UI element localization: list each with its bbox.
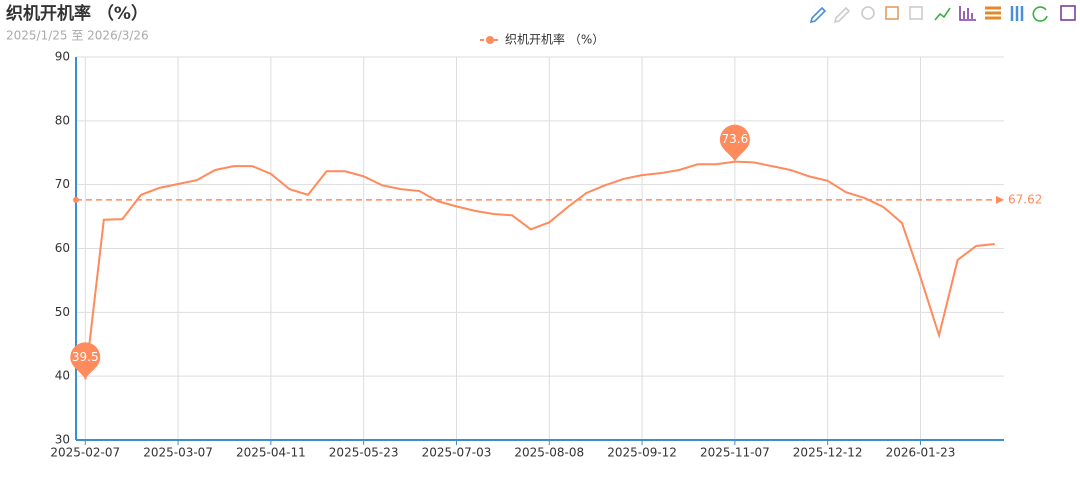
tool-brush[interactable] xyxy=(861,6,875,20)
tool-restore[interactable] xyxy=(1032,6,1048,22)
x-tick-label: 2025-09-12 xyxy=(607,446,677,460)
mark-point-label: 73.6 xyxy=(722,132,749,146)
y-tick-label: 50 xyxy=(55,305,70,319)
y-tick-label: 40 xyxy=(55,369,70,383)
mean-line-arrow xyxy=(996,195,1004,204)
y-tick-label: 80 xyxy=(55,113,70,127)
tool-tiled[interactable] xyxy=(1010,6,1024,21)
x-tick-label: 2025-04-11 xyxy=(236,446,306,460)
tool-bar[interactable] xyxy=(959,6,976,21)
y-tick-label: 30 xyxy=(55,433,70,447)
tool-clear[interactable] xyxy=(909,6,923,20)
toolbox xyxy=(809,5,1076,24)
mean-line-label: 67.62 xyxy=(1008,192,1042,206)
y-tick-label: 70 xyxy=(55,177,70,191)
legend-symbol xyxy=(486,36,494,44)
tool-zoom[interactable] xyxy=(809,6,827,24)
x-tick-label: 2025-08-08 xyxy=(514,446,584,460)
tool-save[interactable] xyxy=(1060,5,1076,21)
x-tick-label: 2026-01-23 xyxy=(886,446,956,460)
y-tick-label: 60 xyxy=(55,241,70,255)
tool-zoom-back[interactable] xyxy=(833,6,851,24)
mean-line-start xyxy=(73,196,79,203)
y-tick-label: 90 xyxy=(55,50,70,64)
x-tick-label: 2025-05-23 xyxy=(329,446,399,460)
x-tick-label: 2025-02-07 xyxy=(50,446,120,460)
legend[interactable]: 织机开机率 （%） xyxy=(480,32,604,47)
chart-title: 织机开机率 （%） xyxy=(6,3,148,24)
tool-stack[interactable] xyxy=(985,6,1001,20)
tool-line[interactable] xyxy=(934,7,951,21)
mark-point xyxy=(70,342,101,380)
x-tick-label: 2025-03-07 xyxy=(143,446,213,460)
tool-rect[interactable] xyxy=(885,6,899,20)
x-tick-label: 2025-07-03 xyxy=(422,446,492,460)
mark-point xyxy=(719,124,750,162)
mark-point-label: 39.5 xyxy=(72,350,99,364)
chart-subtitle: 2025/1/25 至 2026/3/26 xyxy=(6,29,149,43)
x-tick-label: 2025-12-12 xyxy=(793,446,863,460)
line xyxy=(84,160,995,380)
legend-label: 织机开机率 （%） xyxy=(505,32,604,47)
x-tick-label: 2025-11-07 xyxy=(700,446,770,460)
